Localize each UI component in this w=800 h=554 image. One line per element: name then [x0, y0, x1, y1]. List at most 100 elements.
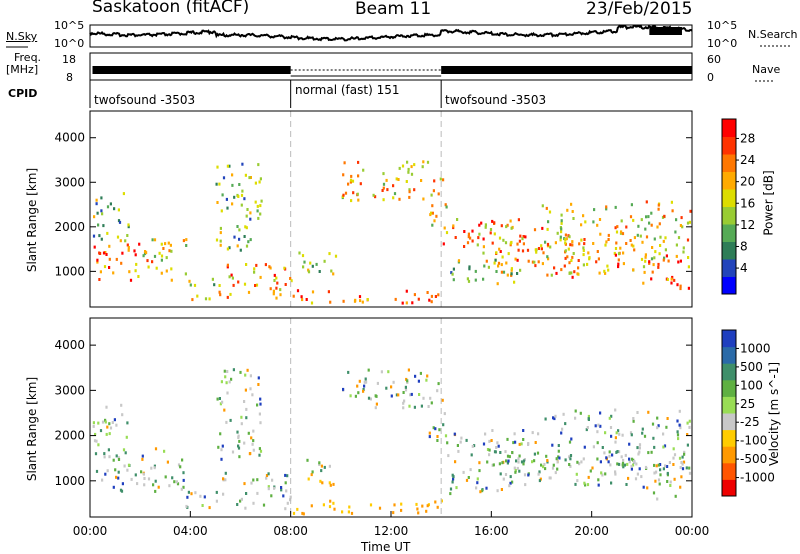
- echo-cell: [497, 264, 500, 268]
- echo-cell: [232, 368, 235, 372]
- echo-cell: [97, 443, 100, 447]
- echo-cell: [467, 232, 470, 236]
- echo-cell: [635, 462, 638, 466]
- echo-cell: [437, 293, 440, 297]
- colorbar-tick-label: -25: [740, 415, 760, 429]
- echo-cell: [99, 270, 102, 274]
- echo-cell: [220, 209, 223, 213]
- echo-cell: [259, 177, 262, 181]
- echo-cell: [219, 226, 222, 230]
- echo-cell: [302, 265, 305, 269]
- nsky-label: N.Sky: [6, 30, 38, 43]
- echo-cell: [332, 482, 335, 486]
- echo-cell: [143, 483, 146, 487]
- colorbar-swatch: [722, 136, 736, 155]
- echo-cell: [494, 258, 497, 262]
- echo-cell: [645, 200, 648, 204]
- echo-cell: [422, 197, 425, 201]
- echo-cell: [633, 248, 636, 252]
- echo-cell: [679, 426, 682, 430]
- echo-cell: [553, 417, 556, 421]
- echo-cell: [578, 242, 581, 246]
- echo-cell: [452, 475, 455, 479]
- echo-cell: [678, 456, 682, 460]
- echo-cell: [516, 258, 519, 262]
- echo-cell: [666, 465, 669, 468]
- echo-cell: [113, 207, 116, 211]
- echo-cell: [398, 197, 401, 201]
- echo-cell: [597, 478, 600, 482]
- echo-cell: [220, 380, 223, 384]
- echo-cell: [496, 282, 499, 286]
- echo-cell: [678, 423, 681, 427]
- echo-cell: [457, 259, 461, 263]
- echo-cell: [617, 258, 620, 262]
- echo-cell: [112, 485, 115, 489]
- echo-cell: [570, 271, 573, 275]
- echo-cell: [583, 242, 586, 246]
- echo-cell: [124, 239, 127, 243]
- echo-cell: [182, 239, 185, 243]
- echo-cell: [571, 243, 574, 247]
- echo-cell: [408, 190, 411, 194]
- echo-cell: [392, 184, 395, 188]
- echo-cell: [592, 445, 595, 449]
- echo-cell: [606, 264, 609, 268]
- echo-cell: [632, 419, 635, 423]
- echo-cell: [251, 442, 254, 446]
- echo-cell: [673, 453, 677, 457]
- echo-cell: [224, 471, 227, 475]
- echo-cell: [231, 276, 234, 280]
- echo-cell: [449, 487, 453, 491]
- time-tick-label: 16:00: [474, 524, 509, 538]
- echo-cell: [552, 416, 555, 420]
- echo-cell: [425, 509, 428, 513]
- echo-cell: [216, 165, 219, 169]
- echo-cell: [431, 223, 434, 227]
- power-echo-cells: [92, 160, 692, 305]
- y-tick-label: 4000: [54, 338, 85, 352]
- echo-cell: [127, 246, 130, 249]
- echo-cell: [493, 450, 497, 454]
- echo-cell: [604, 431, 607, 435]
- echo-cell: [688, 220, 691, 224]
- echo-cell: [134, 269, 137, 273]
- freq-band-2: [441, 66, 692, 74]
- echo-cell: [489, 231, 492, 235]
- echo-cell: [382, 172, 385, 176]
- echo-cell: [410, 392, 413, 396]
- echo-cell: [493, 232, 496, 236]
- y-tick-label: 4000: [54, 131, 85, 145]
- echo-cell: [601, 473, 604, 477]
- echo-cell: [615, 230, 619, 234]
- echo-cell: [593, 208, 596, 212]
- echo-cell: [442, 242, 445, 246]
- echo-cell: [497, 261, 501, 265]
- echo-cell: [622, 262, 625, 266]
- echo-cell: [662, 239, 665, 243]
- echo-cell: [305, 298, 308, 301]
- echo-cell: [179, 465, 182, 469]
- colorbar-swatch: [722, 224, 736, 242]
- echo-cell: [580, 460, 583, 464]
- echo-cell: [644, 227, 647, 231]
- echo-cell: [644, 465, 648, 469]
- echo-cell: [688, 425, 691, 429]
- echo-cell: [587, 475, 590, 479]
- echo-cell: [106, 231, 109, 235]
- echo-cell: [471, 229, 474, 233]
- echo-cell: [544, 417, 547, 421]
- echo-cell: [502, 270, 506, 274]
- echo-cell: [504, 450, 507, 454]
- echo-cell: [230, 273, 233, 277]
- echo-cell: [245, 492, 248, 495]
- echo-cell: [551, 466, 555, 470]
- echo-cell: [254, 181, 257, 185]
- echo-cell: [279, 288, 282, 292]
- echo-cell: [126, 421, 129, 425]
- echo-cell: [648, 221, 651, 225]
- echo-cell: [592, 220, 595, 224]
- echo-cell: [225, 420, 228, 424]
- echo-cell: [640, 257, 644, 261]
